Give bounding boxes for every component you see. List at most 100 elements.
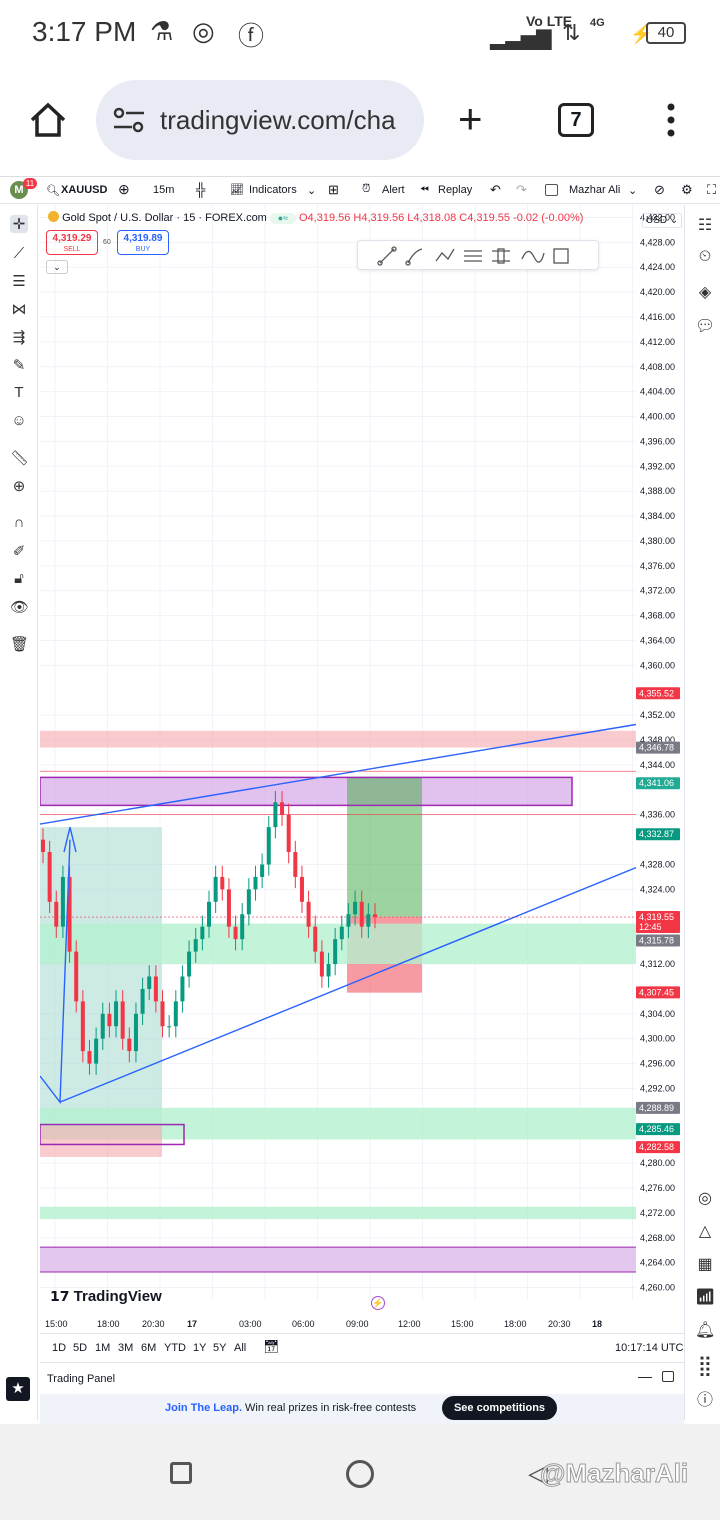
banner-highlight[interactable]: Join The Leap. (165, 1402, 243, 1414)
branding-text: TradingView (73, 1288, 162, 1305)
layout-name[interactable]: Mazhar Ali (569, 184, 621, 196)
more-menu-icon[interactable] (664, 102, 678, 138)
layout-grid-icon[interactable]: ⊞ (328, 182, 339, 197)
symbol-title[interactable]: Gold Spot / U.S. Dollar · 15 · FOREX.com (62, 212, 267, 224)
home-nav-icon[interactable] (346, 1460, 374, 1488)
tf-6m[interactable]: 6M (141, 1342, 157, 1354)
y-tick-label: 4,384.00 (640, 511, 675, 521)
x-tick-label: 15:00 (451, 1319, 474, 1329)
compare-symbol-icon[interactable]: ⊕ (118, 181, 130, 197)
tf-1d[interactable]: 1D (52, 1342, 67, 1354)
ideas-icon[interactable]: △ (698, 1223, 712, 1240)
collapse-legend-icon[interactable]: ⌄ (46, 260, 68, 274)
trading-panel-title[interactable]: Trading Panel (47, 1373, 116, 1385)
pattern-icon[interactable]: ⋈ (11, 301, 27, 318)
x-tick-label: 18 (592, 1319, 602, 1329)
position-tool-icon[interactable]: ⇶ (12, 329, 26, 346)
settings-icon[interactable]: ⚙ (681, 182, 693, 197)
date-range-icon[interactable]: 📅︎ (263, 1339, 280, 1354)
notification-bell-icon[interactable]: 🔔︎ (695, 1322, 716, 1339)
candle (200, 926, 205, 940)
symbol-search[interactable]: XAUUSD (61, 184, 108, 196)
y-tick-label: 4,400.00 (640, 412, 675, 422)
recents-icon[interactable] (170, 1462, 192, 1484)
calendar-icon[interactable]: ▦ (697, 1256, 713, 1273)
maximize-icon[interactable] (662, 1371, 674, 1382)
tf-1y[interactable]: 1Y (193, 1342, 207, 1354)
site-settings-icon[interactable] (112, 105, 146, 135)
zoom-in-icon[interactable]: ⊕ (12, 478, 26, 495)
battery-level: 40 (646, 22, 686, 44)
price-tag (636, 911, 680, 934)
watchlist-icon[interactable]: ☷ (697, 217, 713, 234)
chat-icon[interactable]: 💬︎ (695, 318, 716, 335)
tf-3m[interactable]: 3M (118, 1342, 134, 1354)
y-tick-label: 4,336.00 (640, 810, 675, 820)
alerts-clock-icon[interactable]: ⏲ (698, 248, 712, 265)
replay-icon[interactable]: ⏪︎ (420, 184, 429, 196)
candle (253, 876, 258, 890)
ruler-icon[interactable]: 📏︎ (10, 450, 30, 467)
url-bar[interactable] (96, 80, 424, 160)
status-bar: 3:17 PM ⚗ ◎ ⓕ ▂▃▅▇ Vo LTE ⇅ 4G ⚡ 40 (0, 0, 720, 70)
emoji-icon[interactable]: ☺ (11, 412, 27, 429)
favorites-star-icon[interactable]: ★ (6, 1377, 30, 1401)
fullscreen-icon[interactable]: ⛶ (707, 182, 717, 197)
currency-selector[interactable]: USD ⌄ (642, 213, 683, 228)
search-icon[interactable]: 🔍︎ (46, 185, 60, 197)
back-icon[interactable]: ◁ (528, 1458, 548, 1488)
undo-icon[interactable]: ↶ (490, 182, 501, 197)
market-status-icon[interactable]: ●≈ (269, 213, 296, 224)
home-icon[interactable] (28, 100, 68, 140)
redo-icon[interactable]: ↷ (516, 182, 527, 197)
buy-button[interactable]: 4,319.89 BUY (117, 230, 169, 255)
tf-ytd[interactable]: YTD (164, 1342, 186, 1354)
tab-count[interactable]: 7 (558, 103, 594, 137)
tf-all[interactable]: All (234, 1342, 247, 1354)
text-tool-icon[interactable]: T (14, 384, 24, 401)
trend-line-icon[interactable]: ⟋ (13, 245, 25, 262)
news-feed-icon[interactable]: 📶︎ (695, 1289, 716, 1306)
utc-clock[interactable]: 10:17:14 UTC (615, 1342, 684, 1354)
lock-icon[interactable]: 🔓︎ (14, 570, 24, 587)
fib-retracement-icon[interactable]: ☰ (12, 273, 26, 290)
layers-icon[interactable]: ◈ (698, 284, 712, 301)
drawing-tools-icons[interactable] (358, 241, 600, 271)
interval-button[interactable]: 15m (153, 184, 175, 196)
stay-drawing-icon[interactable]: ✐ (12, 543, 26, 560)
crosshair-icon[interactable]: ✛ (10, 215, 28, 233)
lightning-icon[interactable]: ⚡ (371, 1296, 385, 1310)
url-text[interactable]: tradingview.com/cha (160, 105, 396, 135)
price-chart[interactable]: 4,432.00 4,428.00 4,424.00 4,420.00 4,416.00… (40, 205, 684, 1333)
chevron-down-icon[interactable]: ⌄ (628, 185, 638, 197)
indicators-button[interactable]: Indicators (249, 184, 297, 196)
alert-button[interactable]: Alert (382, 184, 405, 196)
minimize-icon[interactable]: — (638, 1368, 652, 1384)
eye-icon[interactable]: 👁︎ (10, 599, 30, 616)
tf-5d[interactable]: 5D (73, 1342, 88, 1354)
price-tag-label: 4,319.55 (639, 912, 674, 922)
magnet-icon[interactable]: ∩ (13, 514, 25, 531)
spread-value: 60 (103, 239, 111, 246)
brush-icon[interactable]: ✎ (12, 357, 26, 374)
drawing-floating-toolbar (357, 240, 599, 270)
trash-icon[interactable]: 🗑︎ (10, 636, 30, 653)
x-tick-label: 03:00 (239, 1319, 262, 1329)
chevron-down-icon[interactable]: ⌄ (307, 185, 317, 197)
layout-icon[interactable] (545, 184, 558, 196)
facebook-icon: ⓕ (238, 21, 265, 51)
quick-search-icon[interactable]: ⊘ (654, 182, 665, 197)
sell-button[interactable]: 4,319.29 SELL (46, 230, 98, 255)
candle (286, 814, 291, 853)
alarm-icon[interactable]: ⏰︎ (362, 183, 371, 195)
tf-1m[interactable]: 1M (95, 1342, 111, 1354)
new-tab-icon[interactable]: + (458, 95, 483, 142)
replay-button[interactable]: Replay (438, 184, 473, 196)
see-competitions-button[interactable]: See competitions (442, 1396, 557, 1420)
chart-type-icon[interactable]: ╬ (196, 182, 206, 197)
apps-grid-icon[interactable]: ⣿ (697, 1355, 713, 1377)
help-icon[interactable]: ⓘ (696, 1392, 713, 1409)
tf-5y[interactable]: 5Y (213, 1342, 227, 1354)
indicators-icon[interactable]: 📈︎ (230, 184, 244, 196)
target-icon[interactable]: ◎ (698, 1190, 712, 1207)
